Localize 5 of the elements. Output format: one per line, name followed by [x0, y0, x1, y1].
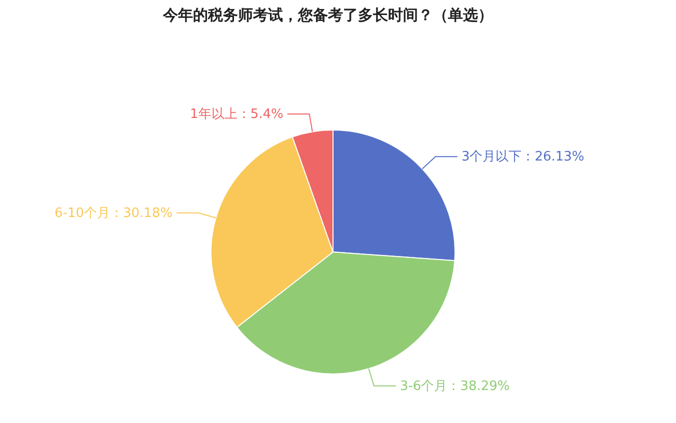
- chart-title: 今年的税务师考试，您备考了多长时间？（单选）: [162, 6, 493, 24]
- slice-label: 1年以上：5.4%: [190, 107, 284, 122]
- slice-label: 3-6个月：38.29%: [400, 378, 510, 394]
- slice-label: 3个月以下：26.13%: [461, 150, 584, 165]
- slice-label: 6-10个月：30.18%: [54, 206, 173, 221]
